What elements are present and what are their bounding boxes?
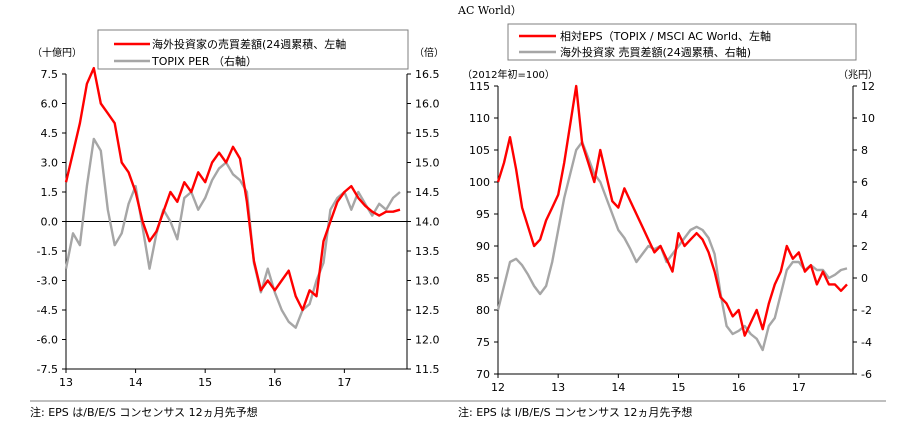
left-chart-y-left-tick-label: 7.5 [41, 68, 59, 81]
right-chart: （2012年初=100） （兆円） 1151101051009590858075… [462, 23, 878, 394]
right-chart-x-tick-label: 15 [672, 381, 686, 394]
left-chart-legend: 海外投資家の売買差額(24週累積、左軸 TOPIX PER （右軸） [97, 29, 409, 70]
right-chart-y-left-tick-label: 100 [469, 176, 490, 189]
left-chart-left-unit: （十億円） [32, 46, 82, 59]
right-chart-series-0-line [496, 84, 848, 337]
right-chart-y-right-ticks: 12 10 8 6 4 2 0 -2 -4 -6 [853, 80, 875, 381]
left-chart-note: 注: EPS は/B/E/S コンセンサス 12ヵ月先予想 [30, 406, 258, 419]
left-chart-y-right-tick-label: 16.0 [415, 98, 440, 111]
left-chart-x-tick-label: 13 [59, 376, 73, 389]
right-chart-y-right-tick-label: 4 [861, 208, 868, 221]
right-chart-y-left-tick-label: 110 [469, 112, 490, 125]
left-chart-y-left-tick-label: 1.5 [41, 186, 59, 199]
right-chart-right-unit: （兆円） [838, 69, 878, 81]
left-chart-x-tick-label: 14 [129, 376, 143, 389]
left-chart-legend-box [97, 29, 409, 70]
right-chart-legend-box [507, 23, 857, 61]
left-chart-x-tick-label: 15 [198, 376, 212, 389]
right-chart-x-tick-label: 12 [491, 381, 505, 394]
left-chart-y-right-tick-label: 16.5 [415, 68, 440, 81]
right-chart-y-right-tick-label: -2 [861, 304, 872, 317]
left-chart-y-right-tick-label: 15.0 [415, 157, 440, 170]
right-chart-y-right-tick-label: -4 [861, 336, 872, 349]
right-chart-y-right-tick-label: 8 [861, 144, 868, 157]
left-chart-y-right-tick-label: 13.0 [415, 275, 440, 288]
right-chart-y-left-tick-label: 85 [476, 272, 490, 285]
right-chart-x-tick-label: 17 [792, 381, 806, 394]
left-chart-right-unit: （倍） [414, 46, 444, 59]
left-chart-x-ticks: 13 14 15 16 17 [59, 369, 351, 389]
left-chart-series-0-line [64, 66, 401, 312]
right-chart-note: 注: EPS は I/B/E/S コンセンサス 12ヵ月先予想 [458, 406, 693, 419]
right-chart-y-left-tick-label: 90 [476, 240, 490, 253]
left-chart-plot-area [64, 66, 408, 370]
right-chart-left-unit: （2012年初=100） [462, 68, 555, 81]
right-chart-plot-area [496, 84, 854, 375]
left-chart-y-left-tick-label: -1.5 [37, 245, 58, 258]
right-chart-y-left-ticks: 115 110 105 100 95 90 85 80 75 70 [469, 80, 498, 381]
left-chart-y-right-tick-label: 12.5 [415, 304, 440, 317]
right-chart-legend: 相対EPS（TOPIX / MSCI AC World、左軸 海外投資家 売買差… [507, 23, 857, 61]
left-chart-y-left-tick-label: 0.0 [41, 216, 59, 229]
left-chart-y-right-tick-label: 13.5 [415, 245, 440, 258]
left-chart-x-tick-label: 17 [337, 376, 351, 389]
left-chart-y-left-tick-label: -4.5 [37, 304, 58, 317]
right-chart-legend-label-0: 相対EPS（TOPIX / MSCI AC World、左軸 [560, 29, 771, 43]
left-chart-y-right-tick-label: 15.5 [415, 127, 440, 140]
left-chart-y-right-tick-label: 14.5 [415, 186, 440, 199]
left-chart: （十億円） （倍） 7.5 6.0 4.5 3.0 1.5 0.0 -1.5 -3.0 -4.5… [32, 29, 444, 389]
right-chart-y-right-tick-label: 2 [861, 240, 868, 253]
right-chart-y-left-tick-label: 70 [476, 368, 490, 381]
right-chart-y-left-tick-label: 75 [476, 336, 490, 349]
left-chart-legend-label-0: 海外投資家の売買差額(24週累積、左軸 [152, 37, 346, 51]
right-chart-x-tick-label: 16 [732, 381, 746, 394]
right-chart-x-ticks: 12 13 14 15 16 17 [491, 374, 806, 394]
right-chart-y-right-tick-label: -6 [861, 368, 872, 381]
right-chart-y-right-tick-label: 6 [861, 176, 868, 189]
right-chart-x-tick-label: 13 [551, 381, 565, 394]
left-chart-y-left-tick-label: 6.0 [41, 98, 59, 111]
right-chart-legend-label-1: 海外投資家 売買差額(24週累積、右軸) [560, 45, 751, 59]
left-chart-x-tick-label: 16 [268, 376, 282, 389]
left-chart-y-right-ticks: 16.5 16.0 15.5 15.0 14.5 14.0 13.5 13.0 12.5 12.0… [407, 68, 440, 376]
right-chart-y-right-tick-label: 0 [861, 272, 868, 285]
left-chart-y-left-tick-label: -6.0 [37, 334, 58, 347]
right-chart-y-right-tick-label: 10 [861, 112, 875, 125]
left-chart-y-right-tick-label: 12.0 [415, 334, 440, 347]
left-chart-y-right-tick-label: 11.5 [415, 363, 440, 376]
left-chart-y-left-tick-label: -7.5 [37, 363, 58, 376]
left-chart-y-right-tick-label: 14.0 [415, 216, 440, 229]
left-chart-y-left-ticks: 7.5 6.0 4.5 3.0 1.5 0.0 -1.5 -3.0 -4.5 -6.0 -7.5 [37, 68, 66, 376]
left-chart-series-1-line [64, 137, 401, 329]
left-chart-legend-label-1: TOPIX PER （右軸） [151, 54, 257, 68]
right-chart-y-left-tick-label: 80 [476, 304, 490, 317]
right-chart-y-right-tick-label: 12 [861, 80, 875, 93]
right-chart-y-left-tick-label: 105 [469, 144, 490, 157]
right-chart-y-left-tick-label: 95 [476, 208, 490, 221]
right-chart-y-left-tick-label: 115 [469, 80, 490, 93]
left-chart-y-left-tick-label: 3.0 [41, 157, 59, 170]
left-chart-y-left-tick-label: 4.5 [41, 127, 59, 140]
left-chart-y-left-tick-label: -3.0 [37, 275, 58, 288]
right-chart-x-tick-label: 14 [611, 381, 625, 394]
right-chart-series-1-line [496, 140, 848, 352]
top-caption: AC World） [457, 4, 522, 17]
